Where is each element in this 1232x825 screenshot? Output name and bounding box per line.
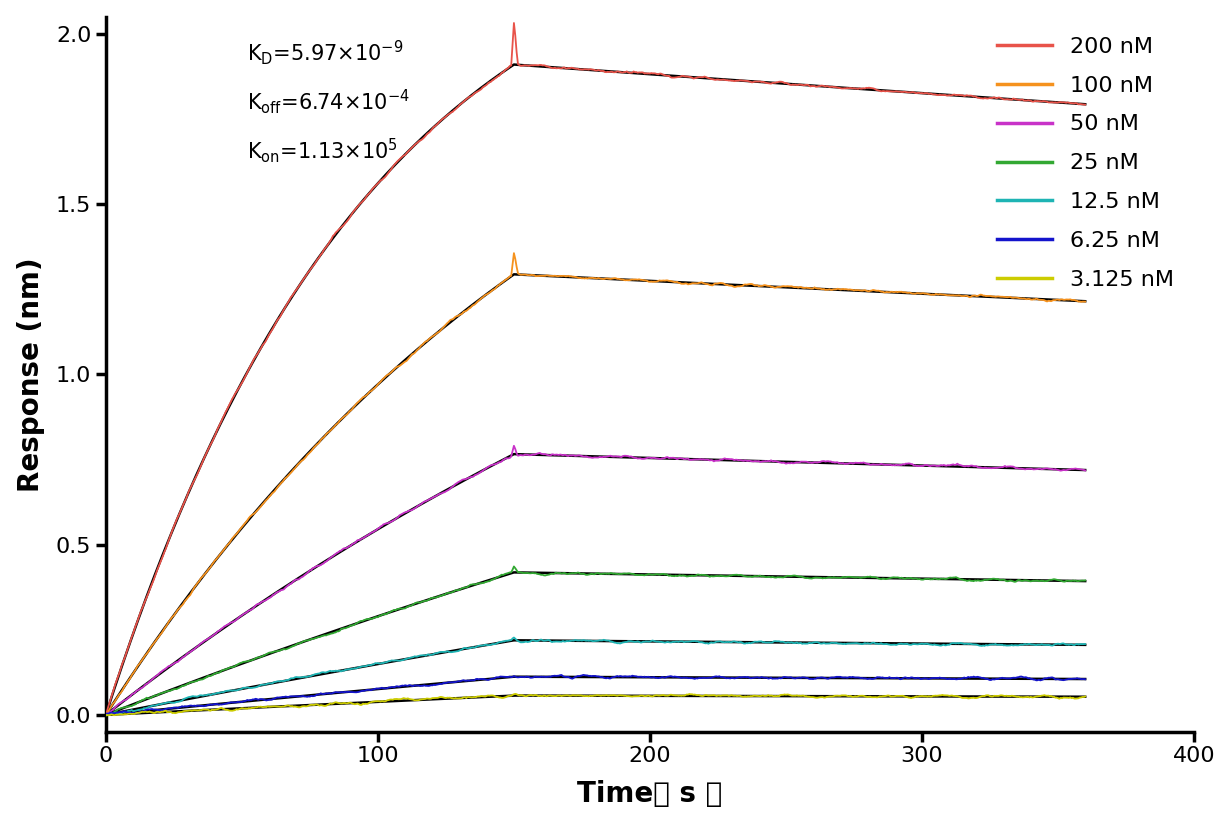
6.25 nM [991, 674, 1005, 684]
200 nM [99, 710, 113, 720]
200 nM [506, 18, 521, 28]
200 nM [676, 71, 691, 81]
100 nM [774, 282, 788, 292]
12.5 nM [506, 633, 521, 643]
3.125 nM [678, 691, 692, 700]
50 nM [676, 455, 691, 464]
6.25 nM [678, 673, 692, 683]
3.125 nM [583, 691, 598, 700]
Line: 50 nM: 50 nM [106, 446, 1085, 715]
Line: 3.125 nM: 3.125 nM [106, 694, 1085, 715]
3.125 nM [508, 689, 522, 699]
25 nM [314, 631, 329, 641]
Line: 25 nM: 25 nM [106, 567, 1085, 715]
12.5 nM [676, 637, 691, 647]
200 nM [989, 93, 1004, 103]
100 nM [582, 273, 596, 283]
50 nM [356, 533, 371, 543]
3.125 nM [314, 700, 329, 710]
12.5 nM [582, 636, 596, 646]
25 nM [506, 562, 521, 572]
200 nM [1078, 100, 1093, 110]
3.125 nM [1078, 691, 1093, 701]
Text: $\mathregular{K_D}$=5.97×10$^{-9}$
$\mathregular{K_{off}}$=6.74×10$^{-4}$
$\math: $\mathregular{K_D}$=5.97×10$^{-9}$ $\mat… [248, 38, 410, 165]
3.125 nM [357, 699, 372, 709]
6.25 nM [101, 709, 116, 719]
100 nM [989, 291, 1004, 301]
50 nM [313, 560, 328, 570]
50 nM [774, 458, 788, 468]
25 nM [100, 710, 115, 720]
Line: 6.25 nM: 6.25 nM [106, 675, 1085, 714]
3.125 nM [991, 691, 1005, 701]
3.125 nM [101, 710, 116, 720]
Y-axis label: Response (nm): Response (nm) [17, 257, 44, 492]
50 nM [582, 452, 596, 462]
6.25 nM [314, 689, 329, 699]
100 nM [506, 248, 521, 258]
100 nM [1078, 297, 1093, 307]
3.125 nM [775, 690, 790, 700]
25 nM [583, 569, 598, 579]
25 nM [1078, 576, 1093, 586]
100 nM [676, 279, 691, 289]
Line: 100 nM: 100 nM [106, 253, 1085, 715]
50 nM [99, 710, 113, 720]
200 nM [313, 250, 328, 260]
50 nM [506, 441, 521, 450]
50 nM [1078, 465, 1093, 475]
25 nM [99, 710, 113, 720]
Line: 200 nM: 200 nM [106, 23, 1085, 715]
12.5 nM [99, 710, 113, 719]
200 nM [356, 196, 371, 206]
6.25 nM [583, 671, 598, 681]
6.25 nM [575, 670, 590, 680]
Line: 12.5 nM: 12.5 nM [106, 638, 1085, 714]
50 nM [989, 463, 1004, 473]
100 nM [313, 435, 328, 445]
25 nM [357, 615, 372, 625]
25 nM [991, 574, 1005, 584]
12.5 nM [313, 667, 328, 677]
6.25 nM [99, 709, 113, 719]
X-axis label: Time（ s ）: Time（ s ） [578, 780, 722, 808]
Legend: 200 nM, 100 nM, 50 nM, 25 nM, 12.5 nM, 6.25 nM, 3.125 nM: 200 nM, 100 nM, 50 nM, 25 nM, 12.5 nM, 6… [988, 28, 1183, 299]
100 nM [99, 710, 113, 720]
12.5 nM [356, 662, 371, 672]
6.25 nM [775, 673, 790, 683]
3.125 nM [99, 710, 113, 720]
12.5 nM [774, 637, 788, 647]
6.25 nM [1078, 674, 1093, 684]
200 nM [582, 64, 596, 74]
12.5 nM [1078, 639, 1093, 649]
12.5 nM [989, 640, 1004, 650]
6.25 nM [357, 686, 372, 695]
200 nM [774, 77, 788, 87]
25 nM [678, 571, 692, 581]
25 nM [775, 573, 790, 582]
100 nM [356, 393, 371, 403]
